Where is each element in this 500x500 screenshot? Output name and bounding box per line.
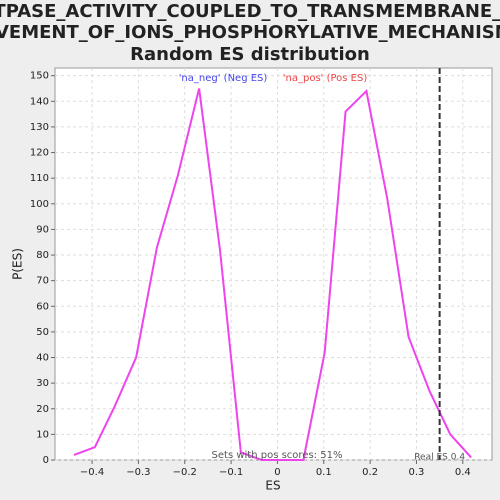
x-tick-label: −0.3: [126, 467, 150, 478]
chart-title: Random ES distribution: [130, 44, 370, 65]
y-tick-label: 60: [36, 301, 49, 312]
chart-title: OVEMENT_OF_IONS_PHOSPHORYLATIVE_MECHANIS…: [0, 22, 500, 43]
footnote: Sets with pos scores: 51%: [212, 450, 343, 461]
y-tick-label: 120: [30, 148, 49, 159]
y-tick-label: 40: [36, 353, 49, 364]
real-es-label: Real ES 0.4: [414, 453, 465, 463]
x-tick-label: −0.4: [80, 467, 104, 478]
y-axis-label: P(ES): [11, 248, 25, 280]
x-tick-label: 0.2: [362, 467, 378, 478]
y-tick-label: 0: [43, 455, 49, 466]
x-tick-label: 0: [274, 467, 280, 478]
y-tick-label: 150: [30, 71, 49, 82]
x-tick-label: 0.4: [455, 467, 471, 478]
plot-area: [54, 67, 493, 461]
y-tick-label: 10: [36, 429, 49, 440]
x-tick-label: 0.1: [316, 467, 332, 478]
y-tick-label: 140: [30, 96, 49, 107]
y-tick-label: 90: [36, 224, 49, 235]
y-tick-label: 130: [30, 122, 49, 133]
y-tick-label: 70: [36, 276, 49, 287]
y-tick-label: 110: [30, 173, 49, 184]
x-tick-label: −0.1: [219, 467, 243, 478]
y-tick-label: 80: [36, 250, 49, 261]
x-tick-label: −0.2: [173, 467, 197, 478]
y-tick-label: 30: [36, 378, 49, 389]
x-axis-label: ES: [265, 479, 280, 493]
y-tick-label: 20: [36, 404, 49, 415]
y-tick-label: 50: [36, 327, 49, 338]
x-tick-label: 0.3: [409, 467, 425, 478]
chart-title: ATPASE_ACTIVITY_COUPLED_TO_TRANSMEMBRANE…: [0, 1, 500, 22]
pos-label: 'na_pos' (Pos ES): [283, 73, 368, 84]
neg-label: 'na_neg' (Neg ES): [179, 73, 268, 84]
y-tick-label: 100: [30, 199, 49, 210]
data-line: [73, 88, 472, 461]
